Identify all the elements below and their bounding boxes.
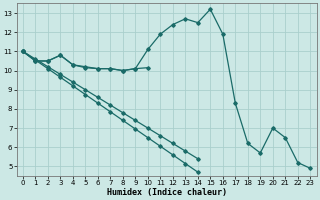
- X-axis label: Humidex (Indice chaleur): Humidex (Indice chaleur): [107, 188, 227, 197]
